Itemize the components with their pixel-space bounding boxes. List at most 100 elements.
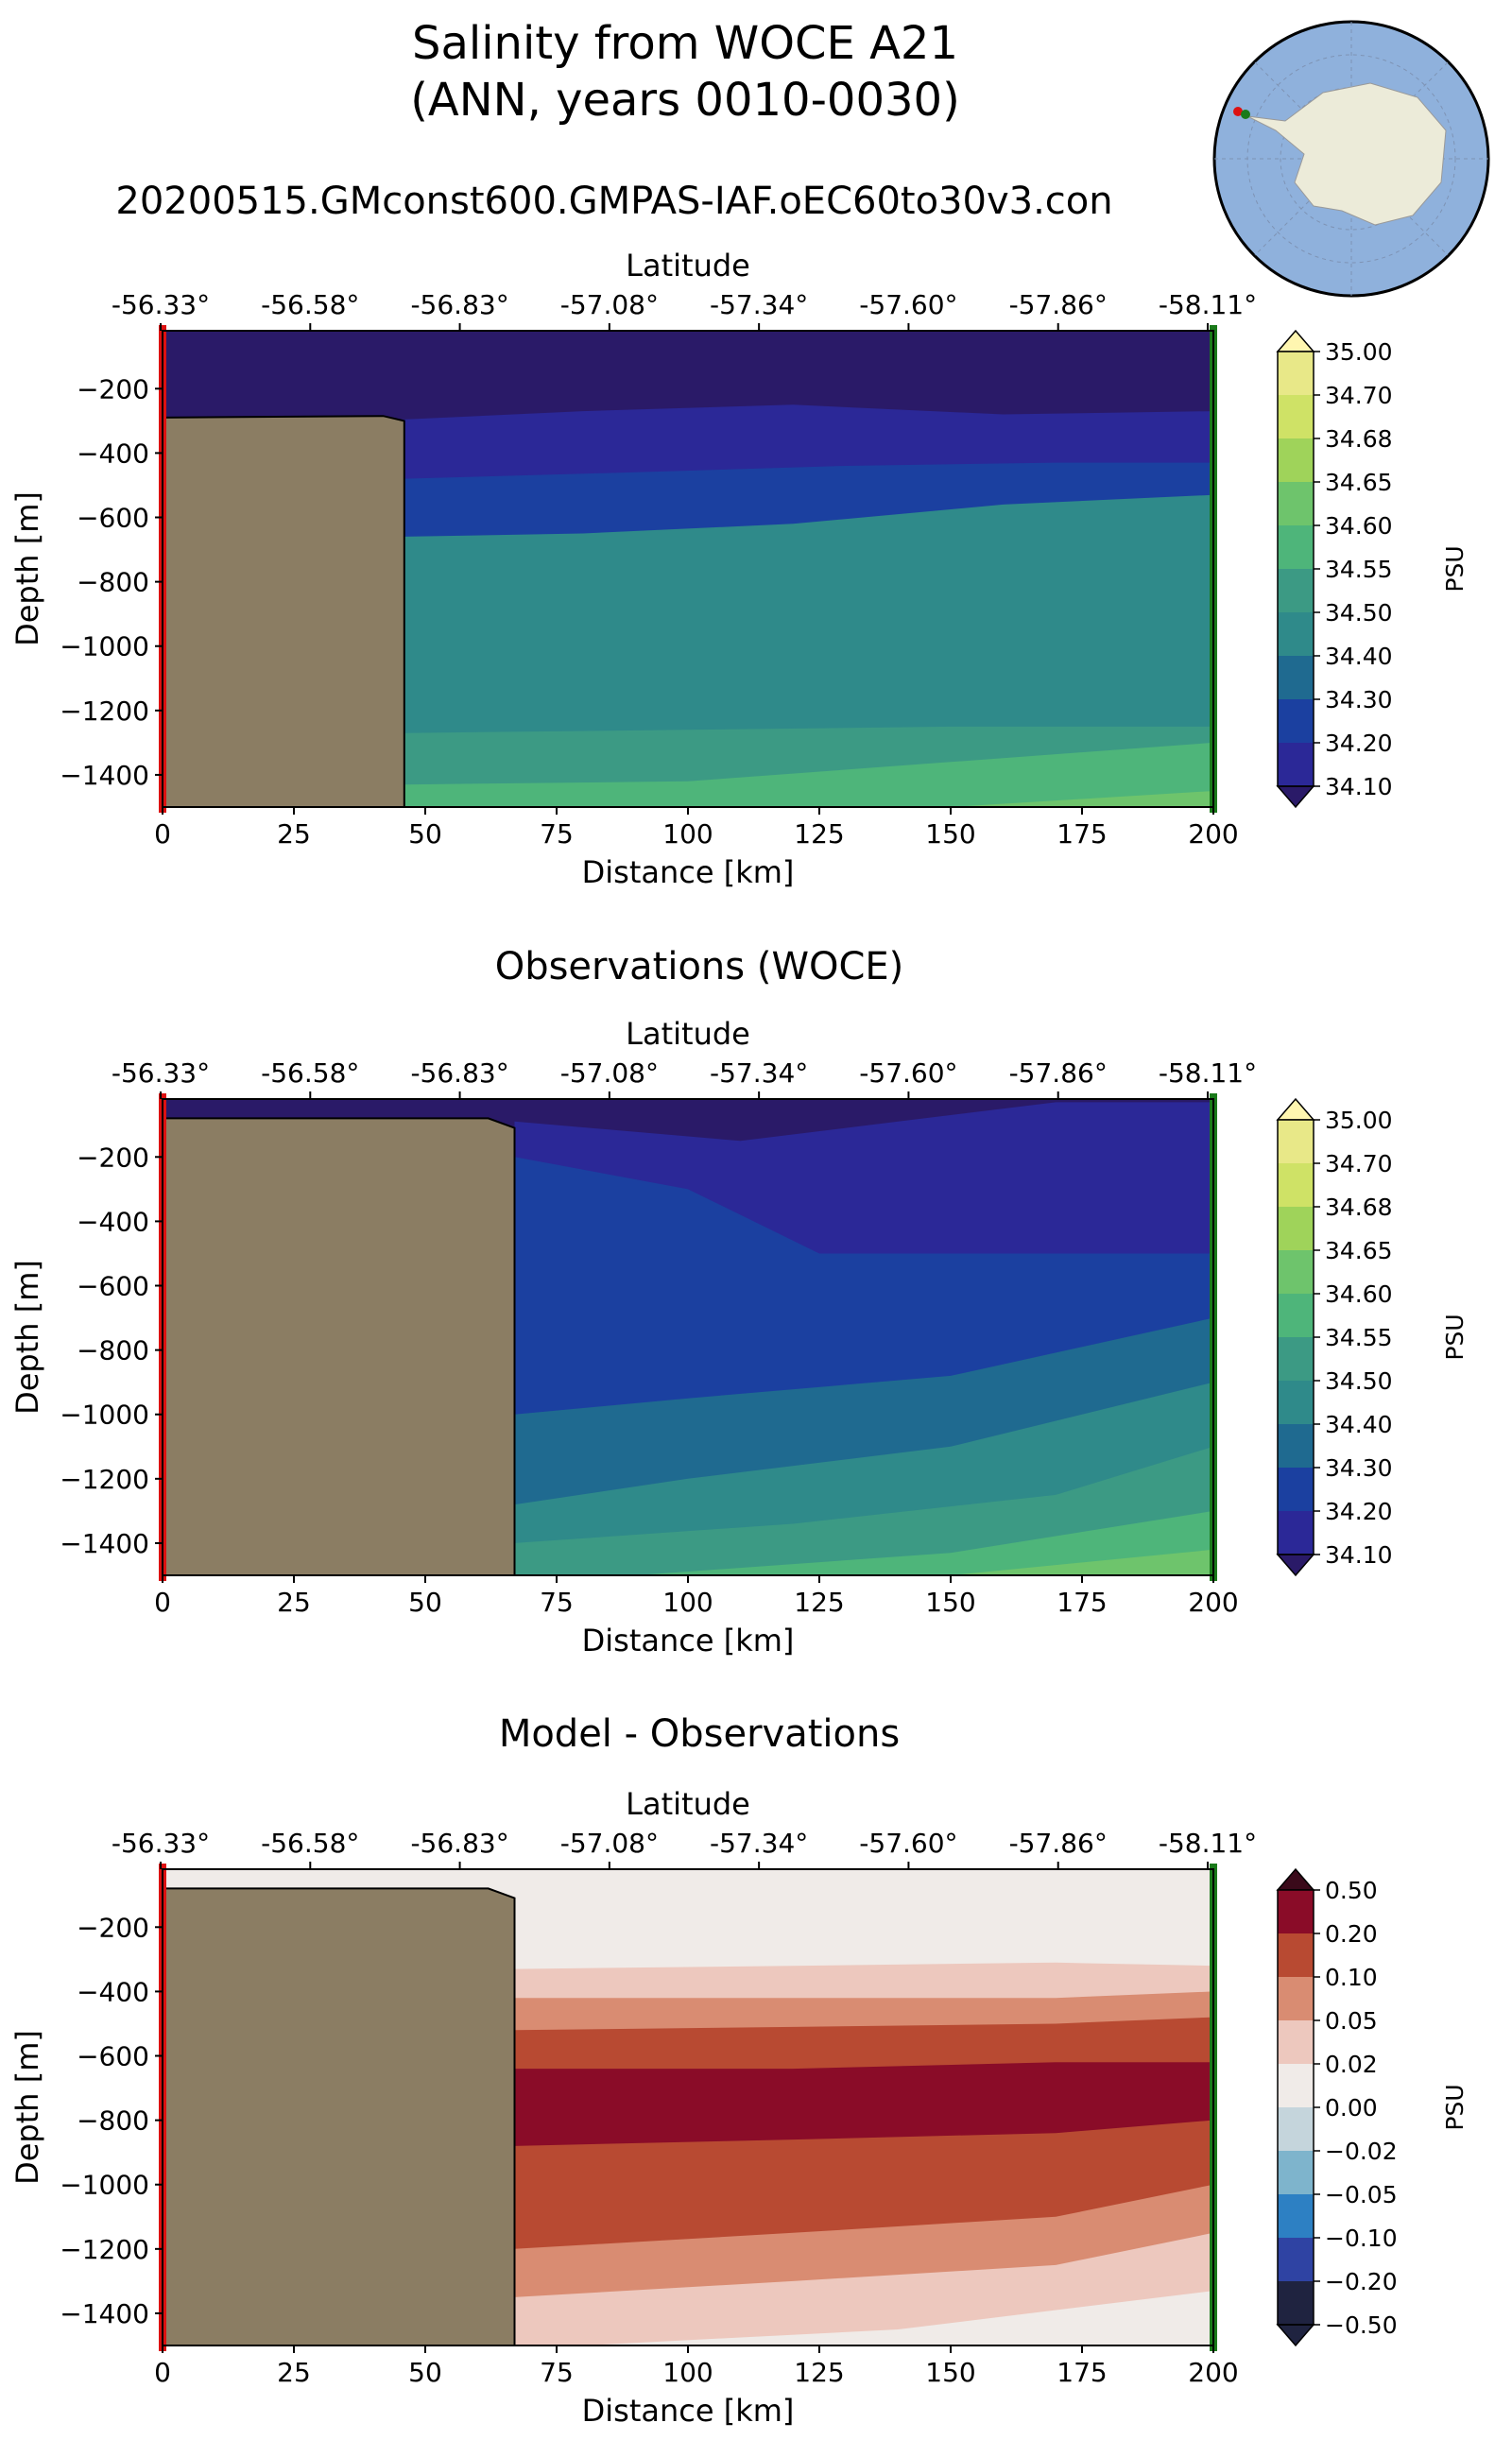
panel1-xtick-label: 200 [1188, 818, 1238, 850]
panel2-land-mask [162, 1117, 516, 1576]
panel2-colorbar-tick-label: 34.70 [1325, 1150, 1393, 1177]
panel2-colorbar-tick-label: 34.30 [1325, 1454, 1393, 1482]
panel3-colorbar-segment [1278, 1890, 1314, 1934]
panel2-xtick-label: 100 [662, 1587, 713, 1618]
panel2-colorbar-segment [1278, 1424, 1314, 1469]
panel3-ytick-label: −1200 [60, 2234, 149, 2265]
panel3-lattick-label: -56.83° [410, 1828, 508, 1859]
panel1-colorbar-top-extension [1276, 329, 1315, 352]
panel2-colorbar-label: PSU [1441, 1314, 1469, 1360]
panel2-colorbar-tick-label: 35.00 [1325, 1107, 1393, 1134]
panel3-lattick-label: -58.11° [1159, 1828, 1257, 1859]
panel2-xtick-label: 125 [794, 1587, 844, 1618]
panel2-contour-band-7 [163, 1549, 1213, 1575]
panel2-lattick-label: -57.34° [710, 1057, 808, 1089]
panel1-colorbar-tick-label: 34.60 [1325, 512, 1393, 540]
panel3-colorbar-segment [1278, 2281, 1314, 2326]
panel1-lattick-label: -57.60° [859, 289, 957, 320]
panel2-lattick-label: -56.83° [410, 1057, 508, 1089]
panel2-colorbar-tick-label: 34.65 [1325, 1237, 1393, 1264]
panel2-ytick-label: −200 [77, 1142, 149, 1173]
figure-title-line1: Salinity from WOCE A21 [411, 17, 958, 70]
panel1-lattick-label: -57.34° [710, 289, 808, 320]
panel3-xtick-label: 75 [540, 2357, 574, 2388]
panel3-xtick-label: 100 [662, 2357, 713, 2388]
panel3-xlabel: Distance [km] [582, 2393, 795, 2429]
panel1-colorbar-tick-label: 34.70 [1325, 382, 1393, 409]
panel3-colorbar-bottom-extension [1276, 2324, 1315, 2347]
panel2-colorbar-tick-label: 34.55 [1325, 1324, 1393, 1351]
panel1-ytick-label: −800 [77, 567, 149, 598]
panel3-xtick-label: 200 [1188, 2357, 1238, 2388]
antarctica-landmass [1246, 82, 1447, 226]
panel2-lattick-label: -56.58° [261, 1057, 359, 1089]
panel3-lattick-label: -57.60° [859, 1828, 957, 1859]
panel2-ytick-label: −800 [77, 1335, 149, 1366]
panel1-colorbar-segment [1278, 438, 1314, 483]
panel1-xtick-label: 0 [154, 818, 171, 850]
panel2-title: Observations (WOCE) [494, 945, 904, 988]
panel1-lattick-label: -58.11° [1159, 289, 1257, 320]
panel3-xtick-label: 0 [154, 2357, 171, 2388]
panel3-contour-band-8 [163, 2291, 1213, 2345]
panel1-colorbar-tick-label: 34.68 [1325, 425, 1393, 453]
panel2-ytick-label: −1200 [60, 1464, 149, 1495]
panel2-colorbar-bottom-extension [1276, 1554, 1315, 1577]
panel1-colorbar-segment [1278, 352, 1314, 396]
panel2-top-axis-label: Latitude [626, 1016, 750, 1052]
panel2-xtick-label: 0 [154, 1587, 171, 1618]
panel1-colorbar-segment [1278, 699, 1314, 744]
panel3-title: Model - Observations [498, 1712, 901, 1756]
panel1-colorbar-segment [1278, 656, 1314, 700]
panel2-colorbar-tick-label: 34.68 [1325, 1194, 1393, 1221]
panel3-ytick-label: −1000 [60, 2170, 149, 2201]
panel1-colorbar-segment [1278, 743, 1314, 787]
panel1-colorbar-bottom-extension [1276, 785, 1315, 809]
panel1-ytick-label: −600 [77, 503, 149, 534]
panel3-colorbar-segment [1278, 2238, 1314, 2282]
panel2-ytick-label: −1400 [60, 1528, 149, 1559]
panel1-ytick-label: −1400 [60, 760, 149, 791]
panel3-colorbar-tick-label: −0.02 [1325, 2138, 1398, 2165]
panel2-colorbar-tick-label: 34.50 [1325, 1367, 1393, 1395]
panel2-lattick-label: -58.11° [1159, 1057, 1257, 1089]
panel2-ytick-label: −1000 [60, 1400, 149, 1431]
panel3-colorbar-label: PSU [1441, 2084, 1469, 2130]
panel2-xtick-label: 75 [540, 1587, 574, 1618]
panel1-ytick-label: −1000 [60, 631, 149, 662]
panel3-colorbar-tick-label: −0.50 [1325, 2311, 1398, 2339]
panel2-colorbar-tick-label: 34.20 [1325, 1498, 1393, 1525]
panel3-xtick-label: 125 [794, 2357, 844, 2388]
panel3-xtick-label: 25 [277, 2357, 311, 2388]
panel1-colorbar-segment [1278, 569, 1314, 613]
panel2-xtick-label: 150 [925, 1587, 975, 1618]
panel1-colorbar-segment [1278, 612, 1314, 657]
panel3-xtick-label: 150 [925, 2357, 975, 2388]
panel3-ytick-label: −200 [77, 1912, 149, 1943]
panel2-colorbar-top-extension [1276, 1097, 1315, 1121]
panel2-ytick-label: −600 [77, 1271, 149, 1302]
panel3-ytick-label: −400 [77, 1976, 149, 2007]
panel3-lattick-label: -56.58° [261, 1828, 359, 1859]
panel1-lattick-label: -57.86° [1009, 289, 1108, 320]
panel1-ylabel: Depth [m] [9, 491, 45, 646]
panel1-xtick-label: 50 [408, 818, 442, 850]
panel1-xtick-label: 125 [794, 818, 844, 850]
panel2-xtick-label: 50 [408, 1587, 442, 1618]
panel2-lattick-label: -57.08° [560, 1057, 659, 1089]
panel1-ytick-label: −200 [77, 373, 149, 404]
panel1-contour-band-5 [163, 742, 1213, 807]
antarctica-locator-map [1212, 20, 1490, 298]
panel2-lattick-label: -56.33° [112, 1057, 210, 1089]
panel3-colorbar-segment [1278, 2194, 1314, 2239]
panel3-colorbar-segment [1278, 1977, 1314, 2021]
panel3-contour-band-7 [163, 2232, 1213, 2345]
panel1-ytick-label: −400 [77, 438, 149, 469]
panel3-xtick-label: 175 [1057, 2357, 1107, 2388]
panel3-lattick-label: -56.33° [112, 1828, 210, 1859]
panel3-colorbar-tick-label: 0.05 [1325, 2007, 1378, 2035]
panel1-xtick-label: 75 [540, 818, 574, 850]
panel2-colorbar-segment [1278, 1468, 1314, 1512]
panel3-land-mask [162, 1887, 516, 2346]
panel3-colorbar-tick-label: 0.20 [1325, 1920, 1378, 1948]
